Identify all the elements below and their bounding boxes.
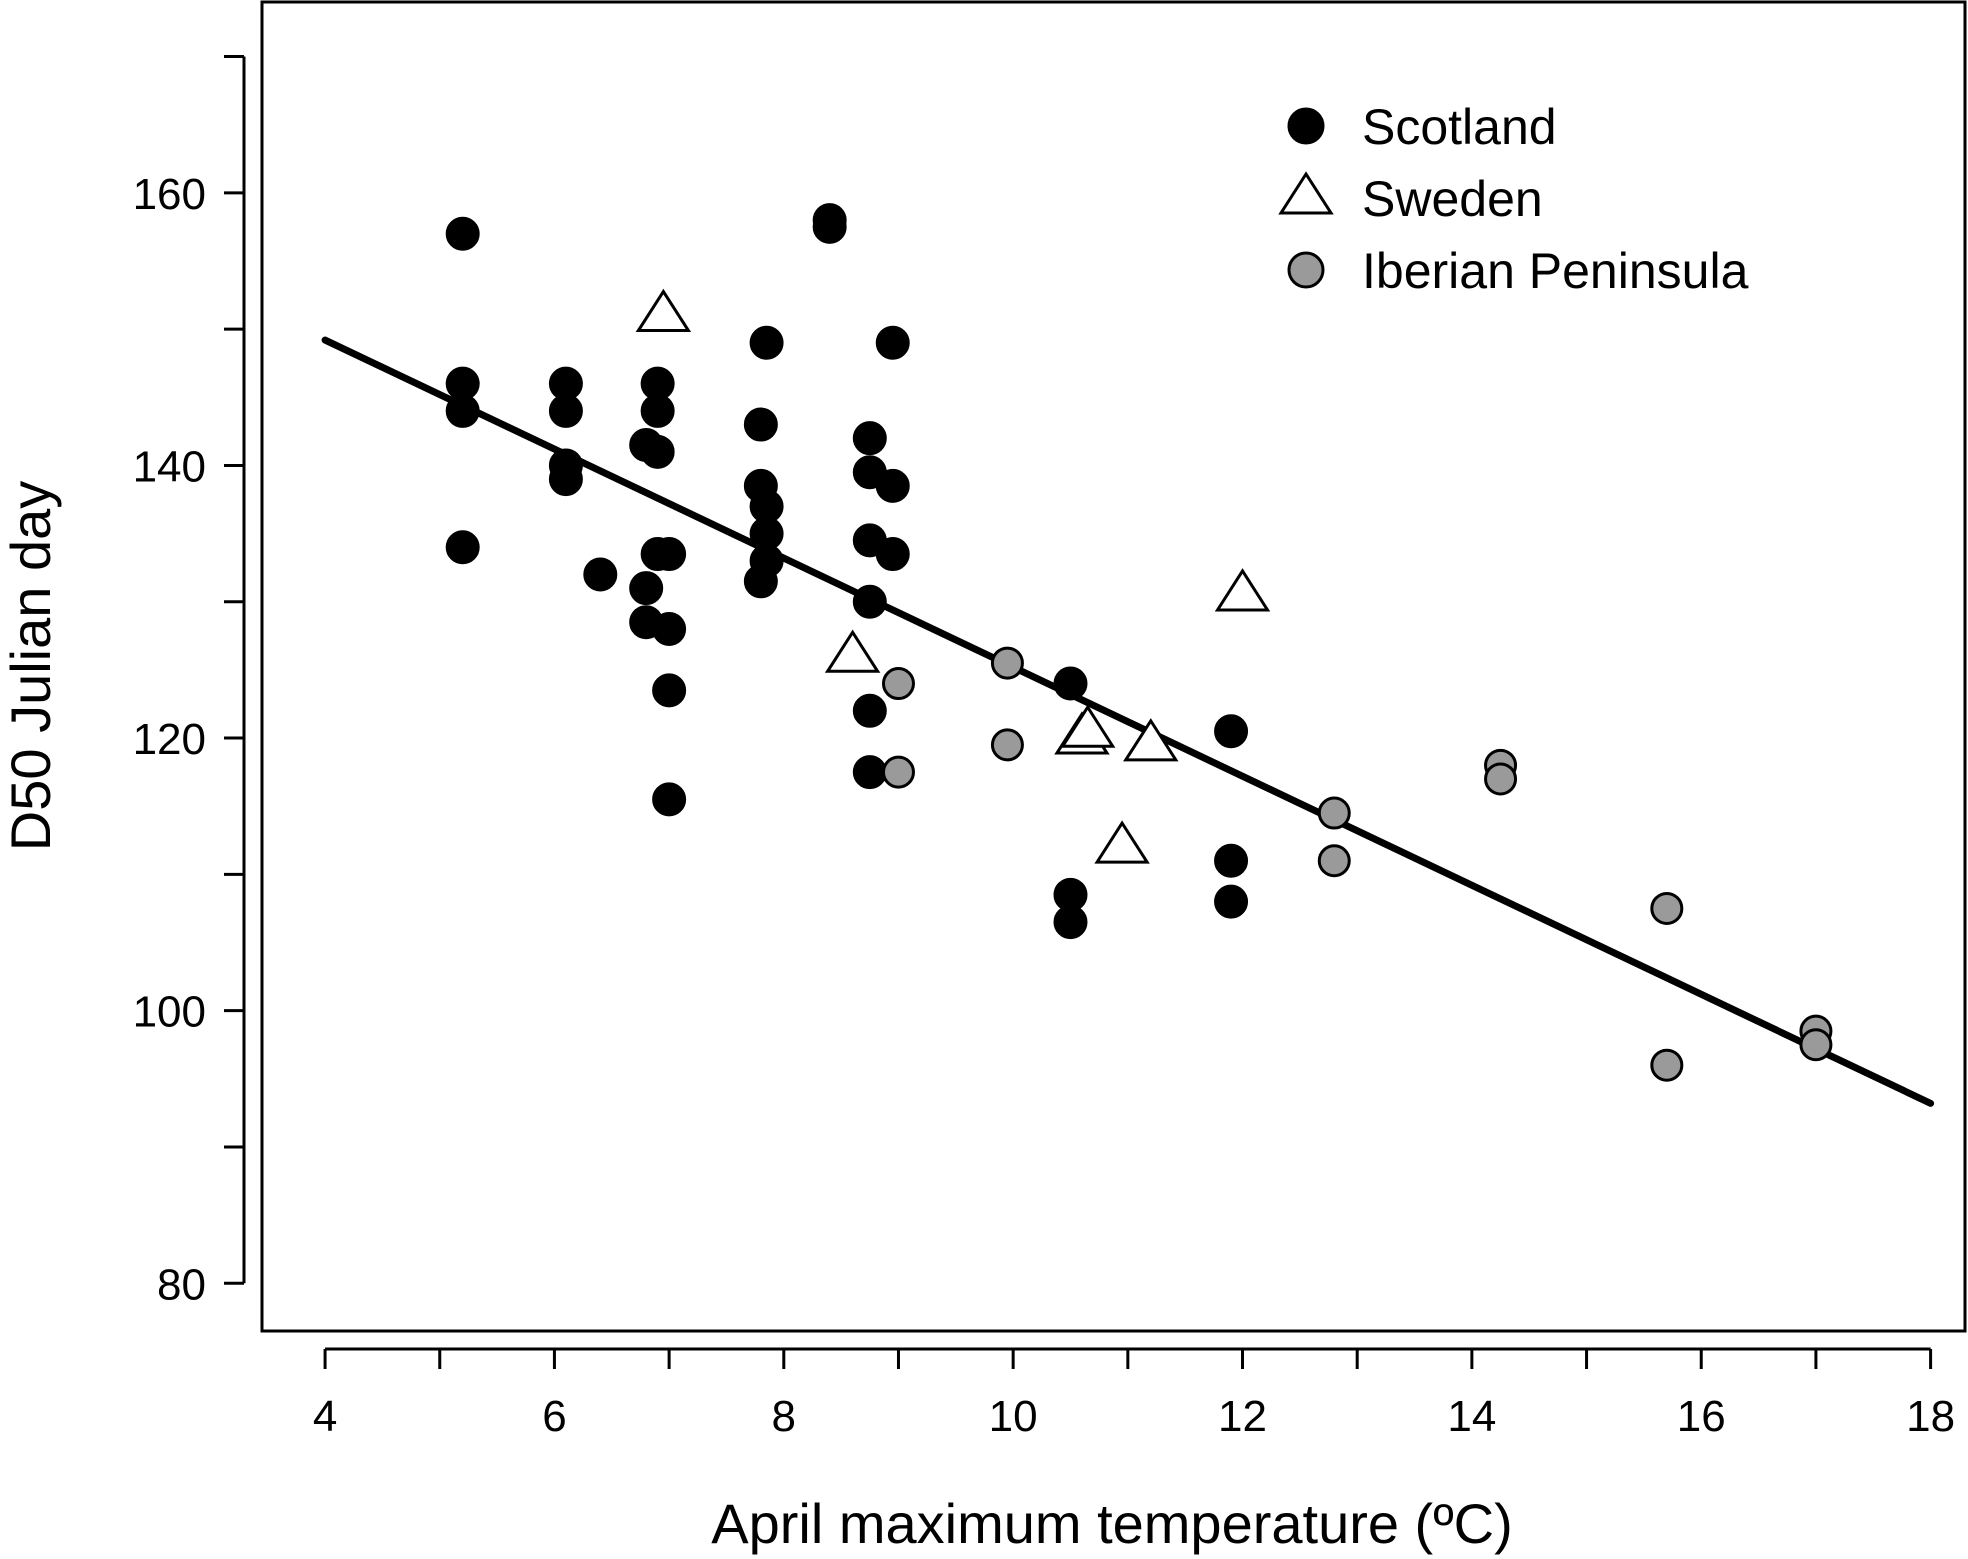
point-scotland (875, 325, 910, 360)
point-scotland (875, 468, 910, 503)
point-scotland (743, 407, 778, 442)
y-tick-label: 120 (133, 715, 206, 764)
point-scotland (652, 537, 687, 572)
legend-label-sweden: Sweden (1362, 171, 1543, 227)
data-points (445, 203, 1833, 1082)
point-iberian (1484, 762, 1518, 796)
y-axis-title: D50 Julian day (0, 481, 62, 851)
legend-label-iberian: Iberian Peninsula (1362, 243, 1749, 299)
point-scotland (652, 782, 687, 817)
point-iberian (1317, 844, 1351, 878)
point-sweden (1123, 718, 1179, 762)
y-tick-label: 160 (133, 170, 206, 219)
point-scotland (445, 216, 480, 251)
x-tick-label: 14 (1447, 1392, 1496, 1441)
point-scotland (852, 421, 887, 456)
point-scotland (1053, 666, 1088, 701)
point-scotland (852, 584, 887, 619)
x-tick-label: 4 (313, 1392, 337, 1441)
point-iberian (881, 755, 915, 789)
point-scotland (1214, 843, 1249, 878)
point-scotland (652, 612, 687, 647)
x-axis-title: April maximum temperature (ºC) (711, 1492, 1513, 1555)
x-tick-label: 12 (1218, 1392, 1267, 1441)
x-axis: 4 6 8 10 12 14 16 18 (313, 1347, 1955, 1441)
y-tick-label: 80 (157, 1260, 206, 1309)
point-scotland (640, 434, 675, 469)
x-tick-label: 8 (772, 1392, 796, 1441)
point-scotland (749, 325, 784, 360)
point-iberian (1650, 891, 1684, 925)
regression-line (321, 336, 1935, 1107)
y-tick-label: 140 (133, 442, 206, 491)
point-scotland (852, 693, 887, 728)
plot-frame (260, 0, 1967, 1333)
point-sweden (635, 288, 692, 333)
point-sweden (1214, 568, 1271, 612)
x-tick-label: 18 (1906, 1392, 1955, 1441)
legend-label-scotland: Scotland (1362, 99, 1557, 155)
point-iberian (990, 646, 1024, 680)
point-scotland (812, 209, 847, 244)
point-scotland (640, 393, 675, 428)
point-iberian (990, 728, 1024, 762)
point-iberian (1650, 1048, 1684, 1082)
point-scotland (875, 537, 910, 572)
point-scotland (583, 557, 618, 592)
y-tick-label: 100 (133, 988, 206, 1037)
y-axis: 80 100 120 140 160 (133, 55, 246, 1309)
point-sweden (1094, 820, 1150, 864)
legend-marker-iberian (1287, 251, 1325, 289)
x-tick-label: 10 (989, 1392, 1038, 1441)
point-scotland (1214, 714, 1249, 749)
x-tick-label: 16 (1677, 1392, 1726, 1441)
point-scotland (629, 571, 664, 606)
legend-marker-sweden (1278, 171, 1334, 215)
point-iberian (1317, 796, 1351, 830)
legend: Scotland Sweden Iberian Peninsula (1278, 99, 1749, 299)
point-scotland (749, 543, 784, 578)
point-scotland (445, 530, 480, 565)
point-sweden (1059, 704, 1116, 748)
point-scotland (852, 755, 887, 790)
point-scotland (1214, 884, 1249, 919)
point-sweden (824, 629, 881, 673)
point-scotland (1053, 905, 1088, 940)
point-scotland (548, 462, 583, 497)
point-scotland (445, 393, 480, 428)
x-tick-label: 6 (542, 1392, 566, 1441)
point-scotland (548, 393, 583, 428)
legend-marker-scotland (1287, 107, 1325, 145)
point-iberian (1799, 1028, 1833, 1062)
point-iberian (881, 667, 915, 701)
point-scotland (652, 673, 687, 708)
